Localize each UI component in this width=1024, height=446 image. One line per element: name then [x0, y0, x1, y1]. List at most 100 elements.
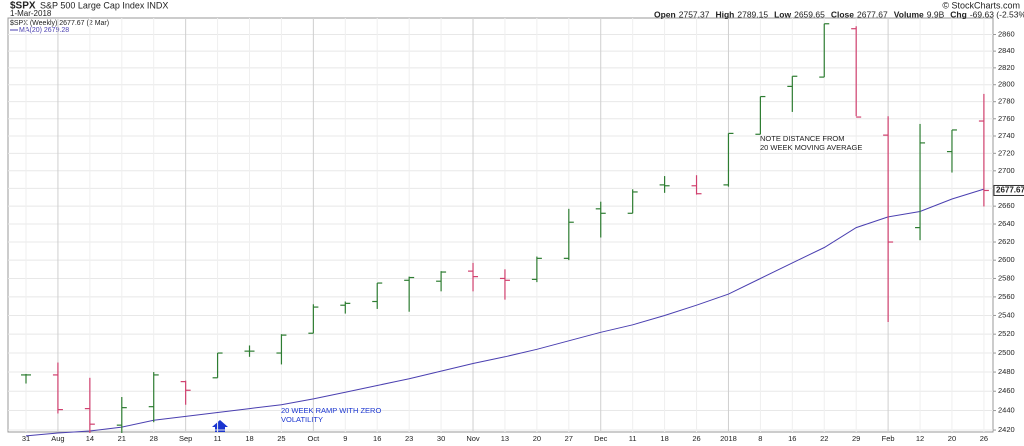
close-label-box [993, 184, 1024, 196]
annotation: 20 WEEK MOVING AVERAGE [760, 143, 862, 152]
legend-entry: $SPX (Weekly) 2677.67 (2 Mar) [10, 20, 109, 27]
x-tick-label: 14 [86, 434, 94, 443]
y-tick-label: 2460 [998, 386, 1015, 395]
close-label: 2677.67 [996, 186, 1024, 195]
stat-label: Volume [894, 9, 924, 19]
y-tick-label: 2760 [998, 114, 1015, 123]
copyright: © StockCharts.com [942, 0, 1020, 10]
x-tick-label: 25 [277, 434, 285, 443]
ohlc-bar [723, 132, 734, 187]
ohlc-bar [787, 75, 798, 112]
x-tick-label: 31 [22, 434, 30, 443]
x-tick-label: 30 [437, 434, 445, 443]
y-tick-label: 2700 [998, 166, 1015, 175]
stat-label: Open [654, 9, 676, 19]
y-tick-label: 2440 [998, 406, 1015, 415]
y-tick-label: 2420 [998, 425, 1015, 434]
x-tick-label: 20 [948, 434, 956, 443]
x-tick-label: 29 [852, 434, 860, 443]
stat-value: 9.9B [927, 9, 945, 19]
ohlc-bar [627, 189, 638, 214]
x-tick-label: 20 [533, 434, 541, 443]
ohlc-bar [180, 380, 191, 405]
ohlc-bar [21, 373, 31, 384]
x-tick-label: 2018 [720, 434, 737, 443]
legend-entry: MA(20) 2679.28 [19, 27, 69, 34]
x-tick-label: 16 [788, 434, 796, 443]
arrow-icon [212, 420, 228, 432]
x-tick-label: Aug [51, 434, 64, 443]
ohlc-bar [308, 304, 319, 334]
x-tick-label: 18 [660, 434, 668, 443]
ohlc-bar [563, 208, 574, 261]
ohlc-bar [212, 352, 223, 379]
ohlc-bar [883, 116, 894, 322]
ohlc-bar [276, 334, 287, 365]
chart-title: $SPX [10, 1, 36, 12]
stat-value: 2757.37 [679, 9, 710, 19]
y-tick-label: 2500 [998, 348, 1015, 357]
x-tick-label: Oct [308, 434, 321, 443]
ohlc-bar [946, 129, 957, 173]
stat-value: 2789.15 [737, 9, 768, 19]
y-tick-label: 2840 [998, 46, 1015, 55]
ohlc-bar [659, 176, 670, 193]
x-tick-label: 23 [405, 434, 413, 443]
x-tick-label: 8 [758, 434, 762, 443]
stat-value: 2677.67 [857, 9, 888, 19]
x-tick-label: 21 [118, 434, 126, 443]
ohlc-bar [755, 95, 766, 135]
x-tick-label: 9 [343, 434, 347, 443]
ohlc-bar [436, 271, 447, 292]
x-tick-label: 16 [373, 434, 381, 443]
y-tick-label: 2800 [998, 80, 1015, 89]
x-tick-label: 28 [150, 434, 158, 443]
ohlc-bar [84, 377, 95, 433]
stat-label: High [715, 9, 734, 19]
ohlc-bar [468, 262, 479, 292]
ohlc-bar [915, 123, 926, 241]
y-tick-label: 2780 [998, 97, 1015, 106]
ohlc-bar [851, 26, 862, 118]
plot-frame [7, 17, 994, 433]
ohlc-bar [244, 345, 255, 357]
x-tick-label: 27 [565, 434, 573, 443]
y-tick-label: 2720 [998, 148, 1015, 157]
y-tick-label: 2660 [998, 201, 1015, 210]
y-tick-label: 2740 [998, 131, 1015, 140]
stat-value: 2659.65 [794, 9, 825, 19]
y-tick-label: 2540 [998, 310, 1015, 319]
y-tick-label: 2860 [998, 29, 1015, 38]
ohlc-bar [340, 301, 351, 314]
y-tick-label: 2560 [998, 292, 1015, 301]
ohlc-bar [372, 282, 383, 309]
ohlc-bar [531, 256, 542, 283]
stat-label: Close [831, 9, 854, 19]
ohlc-bar [52, 362, 63, 414]
y-tick-label: 2820 [998, 63, 1015, 72]
ohlc-bar [595, 201, 606, 238]
x-tick-label: 18 [245, 434, 253, 443]
y-tick-label: 2520 [998, 329, 1015, 338]
ohlc-bar [404, 276, 415, 312]
x-tick-label: 13 [501, 434, 509, 443]
annotation: 20 WEEK RAMP WITH ZERO [281, 406, 381, 415]
y-tick-label: 2640 [998, 219, 1015, 228]
x-tick-label: 26 [980, 434, 988, 443]
x-tick-label: 26 [692, 434, 700, 443]
x-tick-label: Feb [882, 434, 895, 443]
x-tick-label: Nov [466, 434, 480, 443]
ohlc-bar [148, 372, 159, 423]
x-tick-label: 11 [214, 434, 222, 443]
ma-line [25, 188, 985, 437]
annotation: VOLATILITY [281, 415, 323, 424]
x-tick-label: 12 [916, 434, 924, 443]
chart-subtitle: S&P 500 Large Cap Index INDX [40, 0, 168, 10]
x-tick-label: 22 [820, 434, 828, 443]
chart-date: 1-Mar-2018 [10, 9, 52, 18]
x-tick-label: Dec [594, 434, 608, 443]
ohlc-bar [499, 269, 510, 300]
x-tick-label: 11 [629, 434, 637, 443]
x-tick-label: Sep [179, 434, 192, 443]
